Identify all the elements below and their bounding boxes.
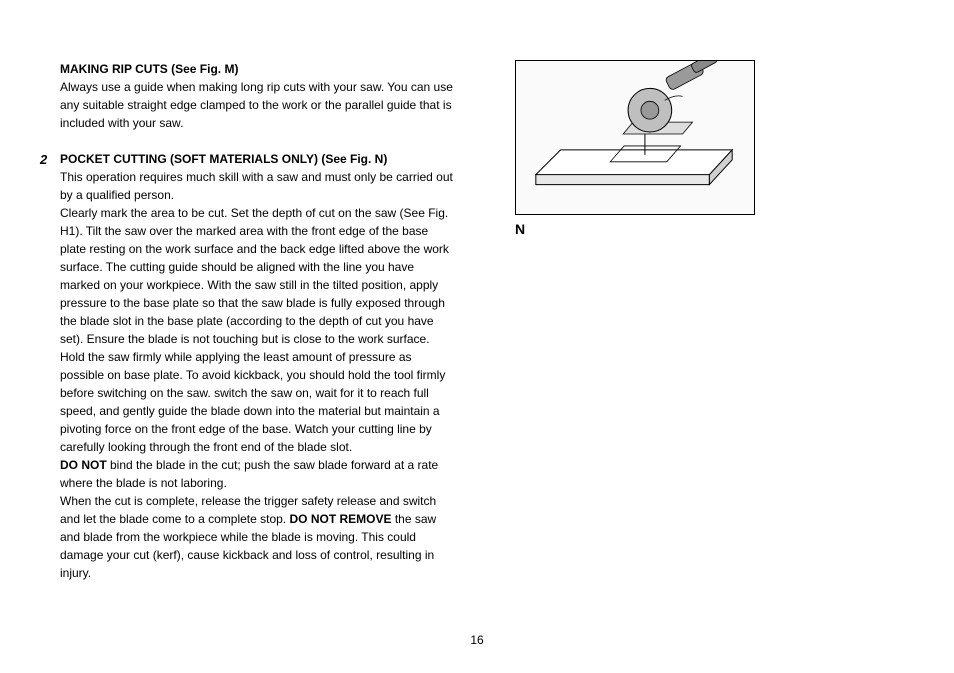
page-number: 16 bbox=[0, 631, 954, 649]
donot2-bold: DO NOT REMOVE bbox=[289, 512, 391, 526]
rip-cuts-body: Always use a guide when making long rip … bbox=[60, 80, 453, 130]
pocket-cutting-heading: POCKET CUTTING (SOFT MATERIALS ONLY) (Se… bbox=[60, 152, 387, 166]
pocket-cutting-p1: This operation requires much skill with … bbox=[60, 170, 453, 202]
figure-n-illustration bbox=[516, 60, 754, 215]
figure-n-box bbox=[515, 60, 755, 215]
page-content: MAKING RIP CUTS (See Fig. M) Always use … bbox=[60, 60, 894, 582]
pocket-cutting-p2: Clearly mark the area to be cut. Set the… bbox=[60, 206, 449, 454]
donot1-rest: bind the blade in the cut; push the saw … bbox=[60, 458, 438, 490]
figure-n-label: N bbox=[515, 219, 755, 240]
section-rip-cuts: MAKING RIP CUTS (See Fig. M) Always use … bbox=[60, 60, 455, 132]
section-pocket-cutting: 2 POCKET CUTTING (SOFT MATERIALS ONLY) (… bbox=[60, 150, 455, 582]
section-number: 2 bbox=[40, 150, 47, 170]
right-column: N bbox=[495, 60, 755, 582]
rip-cuts-heading: MAKING RIP CUTS (See Fig. M) bbox=[60, 62, 238, 76]
left-column: MAKING RIP CUTS (See Fig. M) Always use … bbox=[60, 60, 455, 582]
donot1-bold: DO NOT bbox=[60, 458, 107, 472]
